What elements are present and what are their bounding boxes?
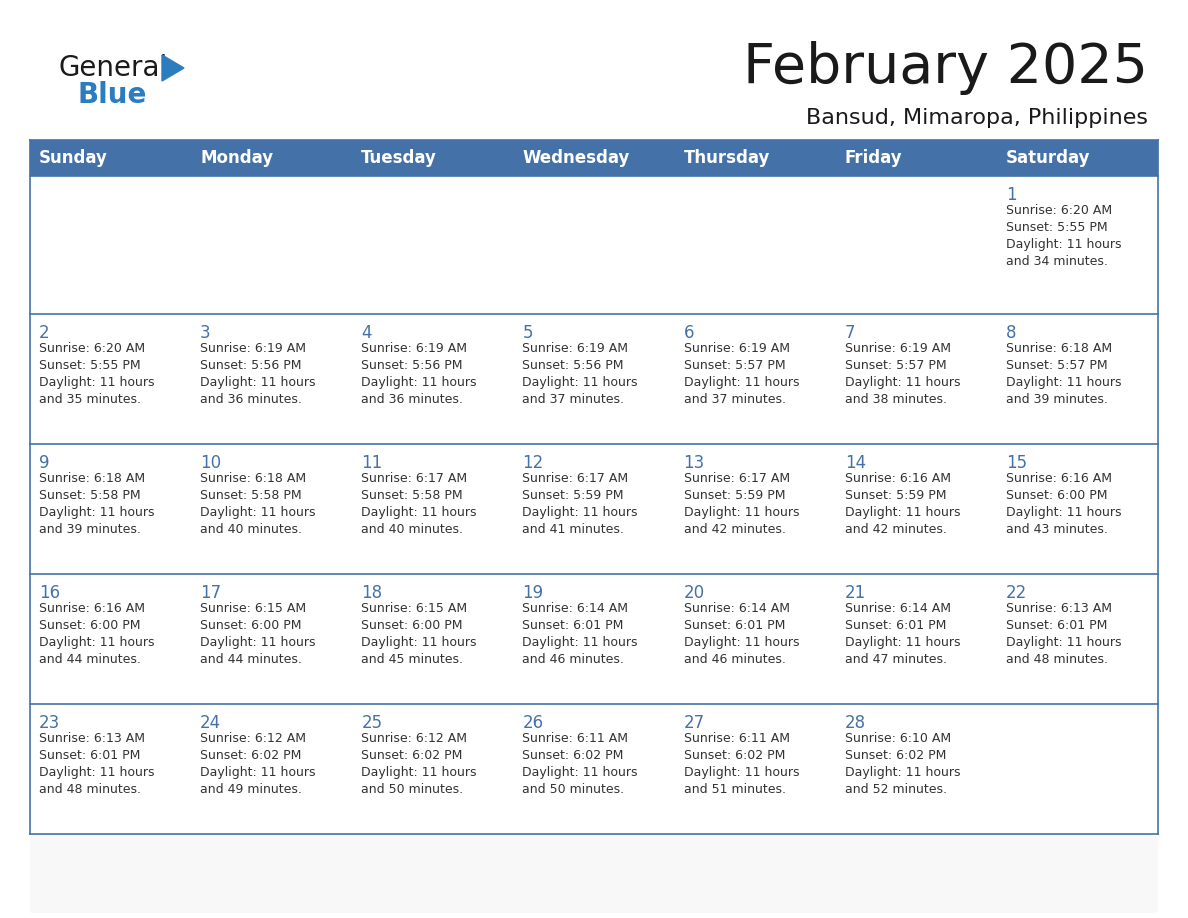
Text: Saturday: Saturday (1006, 149, 1091, 167)
Text: Sunrise: 6:15 AM
Sunset: 6:00 PM
Daylight: 11 hours
and 45 minutes.: Sunrise: 6:15 AM Sunset: 6:00 PM Dayligh… (361, 602, 476, 666)
Text: 5: 5 (523, 324, 533, 342)
Text: 23: 23 (39, 714, 61, 732)
Text: Sunrise: 6:14 AM
Sunset: 6:01 PM
Daylight: 11 hours
and 47 minutes.: Sunrise: 6:14 AM Sunset: 6:01 PM Dayligh… (845, 602, 960, 666)
Text: Thursday: Thursday (683, 149, 770, 167)
Polygon shape (162, 55, 184, 81)
Text: Sunrise: 6:19 AM
Sunset: 5:56 PM
Daylight: 11 hours
and 37 minutes.: Sunrise: 6:19 AM Sunset: 5:56 PM Dayligh… (523, 342, 638, 406)
Text: Sunrise: 6:18 AM
Sunset: 5:57 PM
Daylight: 11 hours
and 39 minutes.: Sunrise: 6:18 AM Sunset: 5:57 PM Dayligh… (1006, 342, 1121, 406)
Text: 2: 2 (39, 324, 50, 342)
Text: Sunrise: 6:20 AM
Sunset: 5:55 PM
Daylight: 11 hours
and 34 minutes.: Sunrise: 6:20 AM Sunset: 5:55 PM Dayligh… (1006, 204, 1121, 268)
Text: 6: 6 (683, 324, 694, 342)
Text: Tuesday: Tuesday (361, 149, 437, 167)
Text: 24: 24 (200, 714, 221, 732)
Text: 12: 12 (523, 454, 544, 472)
Text: Sunrise: 6:16 AM
Sunset: 6:00 PM
Daylight: 11 hours
and 43 minutes.: Sunrise: 6:16 AM Sunset: 6:00 PM Dayligh… (1006, 472, 1121, 536)
Text: Sunrise: 6:13 AM
Sunset: 6:01 PM
Daylight: 11 hours
and 48 minutes.: Sunrise: 6:13 AM Sunset: 6:01 PM Dayligh… (39, 732, 154, 796)
Text: 26: 26 (523, 714, 544, 732)
Text: 19: 19 (523, 584, 544, 602)
Text: General: General (58, 54, 168, 82)
Text: Sunrise: 6:14 AM
Sunset: 6:01 PM
Daylight: 11 hours
and 46 minutes.: Sunrise: 6:14 AM Sunset: 6:01 PM Dayligh… (683, 602, 800, 666)
Text: Sunrise: 6:18 AM
Sunset: 5:58 PM
Daylight: 11 hours
and 40 minutes.: Sunrise: 6:18 AM Sunset: 5:58 PM Dayligh… (200, 472, 316, 536)
Text: 21: 21 (845, 584, 866, 602)
Text: Sunrise: 6:16 AM
Sunset: 6:00 PM
Daylight: 11 hours
and 44 minutes.: Sunrise: 6:16 AM Sunset: 6:00 PM Dayligh… (39, 602, 154, 666)
Text: 8: 8 (1006, 324, 1017, 342)
Text: 14: 14 (845, 454, 866, 472)
Text: Sunrise: 6:12 AM
Sunset: 6:02 PM
Daylight: 11 hours
and 50 minutes.: Sunrise: 6:12 AM Sunset: 6:02 PM Dayligh… (361, 732, 476, 796)
Text: 7: 7 (845, 324, 855, 342)
Text: 22: 22 (1006, 584, 1028, 602)
Text: Sunrise: 6:12 AM
Sunset: 6:02 PM
Daylight: 11 hours
and 49 minutes.: Sunrise: 6:12 AM Sunset: 6:02 PM Dayligh… (200, 732, 316, 796)
Text: February 2025: February 2025 (742, 41, 1148, 95)
Text: 20: 20 (683, 584, 704, 602)
Text: Sunday: Sunday (39, 149, 108, 167)
Bar (30, 574, 1158, 704)
Bar (30, 314, 1158, 444)
Text: Wednesday: Wednesday (523, 149, 630, 167)
Text: Sunrise: 6:14 AM
Sunset: 6:01 PM
Daylight: 11 hours
and 46 minutes.: Sunrise: 6:14 AM Sunset: 6:01 PM Dayligh… (523, 602, 638, 666)
Text: 3: 3 (200, 324, 210, 342)
Text: 25: 25 (361, 714, 383, 732)
Text: Sunrise: 6:17 AM
Sunset: 5:59 PM
Daylight: 11 hours
and 42 minutes.: Sunrise: 6:17 AM Sunset: 5:59 PM Dayligh… (683, 472, 800, 536)
Bar (30, 834, 1158, 913)
Text: Monday: Monday (200, 149, 273, 167)
Text: Sunrise: 6:15 AM
Sunset: 6:00 PM
Daylight: 11 hours
and 44 minutes.: Sunrise: 6:15 AM Sunset: 6:00 PM Dayligh… (200, 602, 316, 666)
Bar (30, 704, 1158, 834)
Text: Sunrise: 6:11 AM
Sunset: 6:02 PM
Daylight: 11 hours
and 51 minutes.: Sunrise: 6:11 AM Sunset: 6:02 PM Dayligh… (683, 732, 800, 796)
Text: Sunrise: 6:19 AM
Sunset: 5:56 PM
Daylight: 11 hours
and 36 minutes.: Sunrise: 6:19 AM Sunset: 5:56 PM Dayligh… (361, 342, 476, 406)
Text: 27: 27 (683, 714, 704, 732)
Text: Sunrise: 6:19 AM
Sunset: 5:57 PM
Daylight: 11 hours
and 38 minutes.: Sunrise: 6:19 AM Sunset: 5:57 PM Dayligh… (845, 342, 960, 406)
Text: Sunrise: 6:11 AM
Sunset: 6:02 PM
Daylight: 11 hours
and 50 minutes.: Sunrise: 6:11 AM Sunset: 6:02 PM Dayligh… (523, 732, 638, 796)
Bar (30, 140, 1158, 176)
Text: Sunrise: 6:10 AM
Sunset: 6:02 PM
Daylight: 11 hours
and 52 minutes.: Sunrise: 6:10 AM Sunset: 6:02 PM Dayligh… (845, 732, 960, 796)
Text: Sunrise: 6:18 AM
Sunset: 5:58 PM
Daylight: 11 hours
and 39 minutes.: Sunrise: 6:18 AM Sunset: 5:58 PM Dayligh… (39, 472, 154, 536)
Text: Blue: Blue (78, 81, 147, 109)
Text: 13: 13 (683, 454, 704, 472)
Text: 10: 10 (200, 454, 221, 472)
Text: 11: 11 (361, 454, 383, 472)
Text: Sunrise: 6:20 AM
Sunset: 5:55 PM
Daylight: 11 hours
and 35 minutes.: Sunrise: 6:20 AM Sunset: 5:55 PM Dayligh… (39, 342, 154, 406)
Text: Sunrise: 6:19 AM
Sunset: 5:57 PM
Daylight: 11 hours
and 37 minutes.: Sunrise: 6:19 AM Sunset: 5:57 PM Dayligh… (683, 342, 800, 406)
Text: 17: 17 (200, 584, 221, 602)
Bar (30, 176, 1158, 314)
Text: 15: 15 (1006, 454, 1026, 472)
Text: 9: 9 (39, 454, 50, 472)
Text: 1: 1 (1006, 186, 1017, 204)
Text: Sunrise: 6:16 AM
Sunset: 5:59 PM
Daylight: 11 hours
and 42 minutes.: Sunrise: 6:16 AM Sunset: 5:59 PM Dayligh… (845, 472, 960, 536)
Text: 28: 28 (845, 714, 866, 732)
Bar (30, 444, 1158, 574)
Text: Bansud, Mimaropa, Philippines: Bansud, Mimaropa, Philippines (805, 108, 1148, 128)
Text: Sunrise: 6:17 AM
Sunset: 5:58 PM
Daylight: 11 hours
and 40 minutes.: Sunrise: 6:17 AM Sunset: 5:58 PM Dayligh… (361, 472, 476, 536)
Text: 16: 16 (39, 584, 61, 602)
Text: Friday: Friday (845, 149, 903, 167)
Text: Sunrise: 6:17 AM
Sunset: 5:59 PM
Daylight: 11 hours
and 41 minutes.: Sunrise: 6:17 AM Sunset: 5:59 PM Dayligh… (523, 472, 638, 536)
Text: 4: 4 (361, 324, 372, 342)
Text: Sunrise: 6:19 AM
Sunset: 5:56 PM
Daylight: 11 hours
and 36 minutes.: Sunrise: 6:19 AM Sunset: 5:56 PM Dayligh… (200, 342, 316, 406)
Text: 18: 18 (361, 584, 383, 602)
Text: Sunrise: 6:13 AM
Sunset: 6:01 PM
Daylight: 11 hours
and 48 minutes.: Sunrise: 6:13 AM Sunset: 6:01 PM Dayligh… (1006, 602, 1121, 666)
